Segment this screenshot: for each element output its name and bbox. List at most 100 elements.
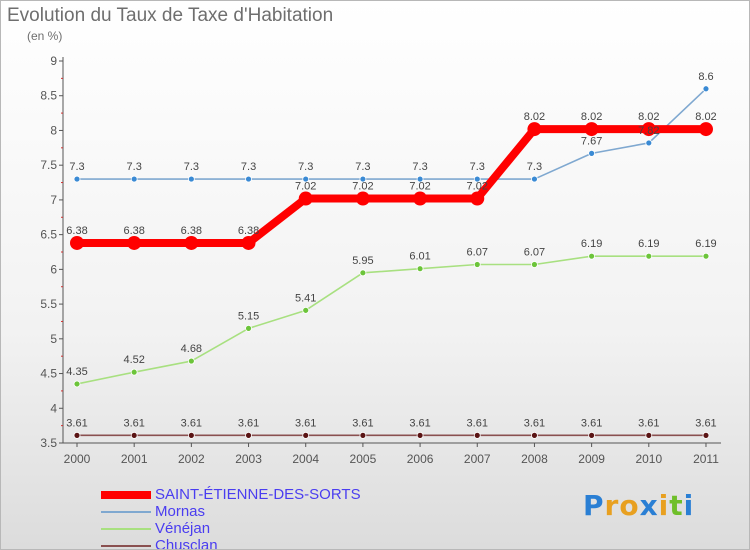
y-tick-label: 5	[50, 332, 57, 346]
logo-letter: r	[604, 489, 620, 522]
data-label: 6.38	[123, 225, 144, 237]
logo-letter: x	[639, 489, 659, 522]
x-tick-label: 2004	[292, 452, 319, 466]
data-point	[531, 175, 538, 183]
data-label: 7.3	[527, 161, 542, 173]
legend-label: Vénéjan	[155, 520, 211, 537]
data-point	[130, 175, 138, 183]
data-label: 7.67	[581, 135, 602, 147]
data-label: 6.38	[181, 225, 202, 237]
data-label: 6.38	[66, 225, 87, 237]
series-0	[70, 122, 713, 250]
data-point	[245, 175, 252, 183]
data-point	[416, 265, 424, 273]
data-point	[187, 175, 195, 183]
data-point	[187, 431, 195, 439]
data-point	[416, 175, 424, 183]
logo-letter: t	[669, 489, 684, 522]
x-tick-label: 2005	[350, 452, 377, 466]
series-1	[73, 85, 710, 183]
data-label: 7.82	[638, 125, 659, 137]
logo-letter: o	[619, 489, 640, 522]
y-tick-label: 6	[50, 262, 57, 276]
chart-subtitle: (en %)	[27, 29, 63, 43]
data-point	[645, 252, 653, 260]
series-3	[73, 431, 710, 439]
legend-item-venejan: Vénéjan	[101, 520, 421, 538]
data-point	[187, 357, 195, 365]
data-label: 8.02	[695, 111, 716, 123]
data-point	[527, 122, 542, 137]
data-point	[473, 175, 481, 183]
data-point	[355, 191, 370, 206]
data-point	[130, 431, 138, 439]
y-tick-label: 7	[50, 193, 57, 207]
data-point	[470, 191, 485, 206]
logo-letter: i	[683, 489, 695, 522]
data-label: 7.3	[470, 161, 485, 173]
data-label: 7.02	[409, 181, 430, 193]
data-label: 3.61	[181, 417, 202, 429]
y-tick-label: 4.5	[40, 367, 57, 381]
data-point	[641, 122, 656, 137]
legend-label: SAINT-ÉTIENNE-DES-SORTS	[155, 486, 361, 503]
data-point	[645, 431, 653, 439]
data-label: 4.52	[123, 354, 144, 366]
data-label: 3.61	[409, 417, 430, 429]
data-label: 3.61	[66, 417, 87, 429]
data-point	[73, 380, 81, 388]
data-point	[73, 175, 81, 183]
data-label: 3.61	[524, 417, 545, 429]
legend-label: Chusclan	[155, 537, 218, 550]
data-label: 6.19	[638, 238, 659, 250]
data-label: 4.68	[181, 343, 202, 355]
data-label: 5.41	[295, 292, 316, 304]
x-tick-label: 2000	[64, 452, 91, 466]
data-point	[473, 261, 481, 268]
data-label: 6.19	[695, 238, 716, 250]
chart-title: Evolution du Taux de Taxe d'Habitation	[7, 5, 334, 26]
legend-swatch	[101, 491, 151, 499]
legend-item-saint-etienne: SAINT-ÉTIENNE-DES-SORTS	[101, 486, 421, 504]
data-label: 6.38	[238, 225, 259, 237]
legend-label: Mornas	[155, 503, 206, 520]
data-label: 3.61	[123, 417, 144, 429]
data-point	[584, 122, 599, 137]
legend: SAINT-ÉTIENNE-DES-SORTS Mornas Vénéjan C…	[101, 486, 421, 550]
data-label: 7.02	[295, 181, 316, 193]
data-point	[241, 235, 256, 250]
data-label: 3.61	[295, 417, 316, 429]
data-label: 7.02	[467, 181, 488, 193]
data-point	[359, 175, 367, 183]
data-point	[130, 368, 138, 376]
proxiti-logo: Proxiti	[583, 489, 694, 522]
data-point	[359, 269, 367, 277]
series-line	[73, 125, 710, 247]
data-label: 7.02	[352, 181, 373, 193]
logo-letter: i	[658, 489, 670, 522]
data-point	[298, 191, 313, 206]
data-label: 3.61	[581, 417, 602, 429]
data-label: 7.3	[298, 161, 313, 173]
data-point	[698, 122, 713, 137]
data-point	[702, 252, 710, 260]
data-point	[588, 431, 596, 439]
data-label: 7.3	[355, 161, 370, 173]
data-point	[645, 139, 653, 147]
x-tick-label: 2008	[521, 452, 548, 466]
x-tick-label: 2006	[407, 452, 434, 466]
legend-item-mornas: Mornas	[101, 503, 421, 521]
data-label: 7.3	[241, 161, 256, 173]
y-tick-label: 6.5	[40, 228, 57, 242]
data-label: 3.61	[467, 417, 488, 429]
x-tick-label: 2010	[635, 452, 662, 466]
data-point	[359, 431, 367, 439]
data-label: 3.61	[352, 417, 373, 429]
series-line	[76, 87, 707, 180]
data-point	[302, 175, 310, 183]
legend-swatch	[101, 528, 151, 530]
data-label: 8.02	[524, 111, 545, 123]
data-point	[531, 431, 538, 439]
y-tick-label: 8	[50, 123, 57, 137]
